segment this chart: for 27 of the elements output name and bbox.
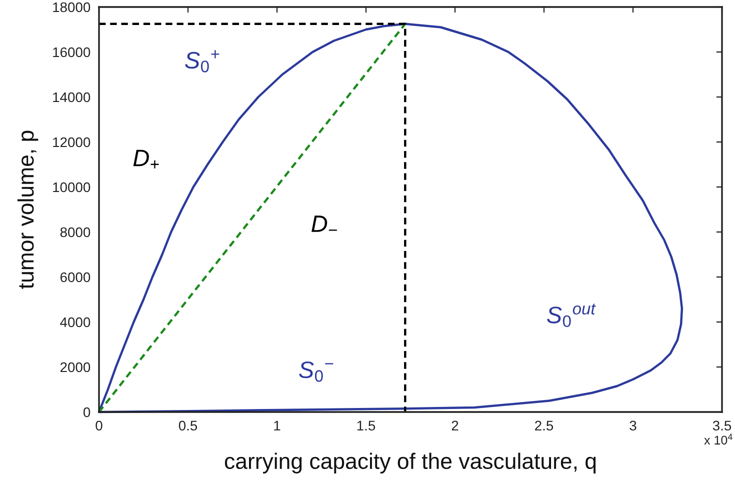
y-tick-label: 4000 xyxy=(60,317,90,328)
annotation: S$_{0}$$^{−}$ xyxy=(299,361,334,382)
y-tick-label: 10000 xyxy=(53,182,90,192)
x-tick-label: 2.5 xyxy=(535,420,554,431)
y-tick-label: 2000 xyxy=(60,362,90,372)
annotation: S$_{0}$$^{+}$ xyxy=(185,50,220,72)
x-tick-label: 3.5 xyxy=(712,420,732,431)
annotation: S$_{0}$$^{out}$ xyxy=(546,304,596,328)
y-tick-label: 12000 xyxy=(53,137,90,148)
y-tick-label: 6000 xyxy=(60,272,90,282)
y-tick-label: 14000 xyxy=(53,92,90,102)
line-series xyxy=(98,22,684,414)
y-axis-title: tumor volume, p xyxy=(17,130,38,289)
x-tick-label: 0 xyxy=(96,420,102,431)
x-axis-title: carrying capacity of the vasculature, q xyxy=(224,452,596,474)
annotation: D$_{+}$ xyxy=(133,150,159,168)
y-tick-label: 18000 xyxy=(53,2,90,12)
y-tick-label: 16000 xyxy=(53,47,90,58)
x-tick-label: 1.5 xyxy=(357,420,376,431)
x-tick-label: 0.5 xyxy=(178,420,198,431)
text: x 10$^{4}$ xyxy=(704,434,732,445)
y-tick-label: 0 xyxy=(83,407,90,418)
x-tick-label: 3 xyxy=(630,420,636,431)
annotation: D$_{−}$ xyxy=(312,216,337,232)
x-tick-label: 1 xyxy=(274,420,280,430)
y-tick-label: 8000 xyxy=(60,227,90,238)
x-tick-label: 2 xyxy=(452,420,458,430)
